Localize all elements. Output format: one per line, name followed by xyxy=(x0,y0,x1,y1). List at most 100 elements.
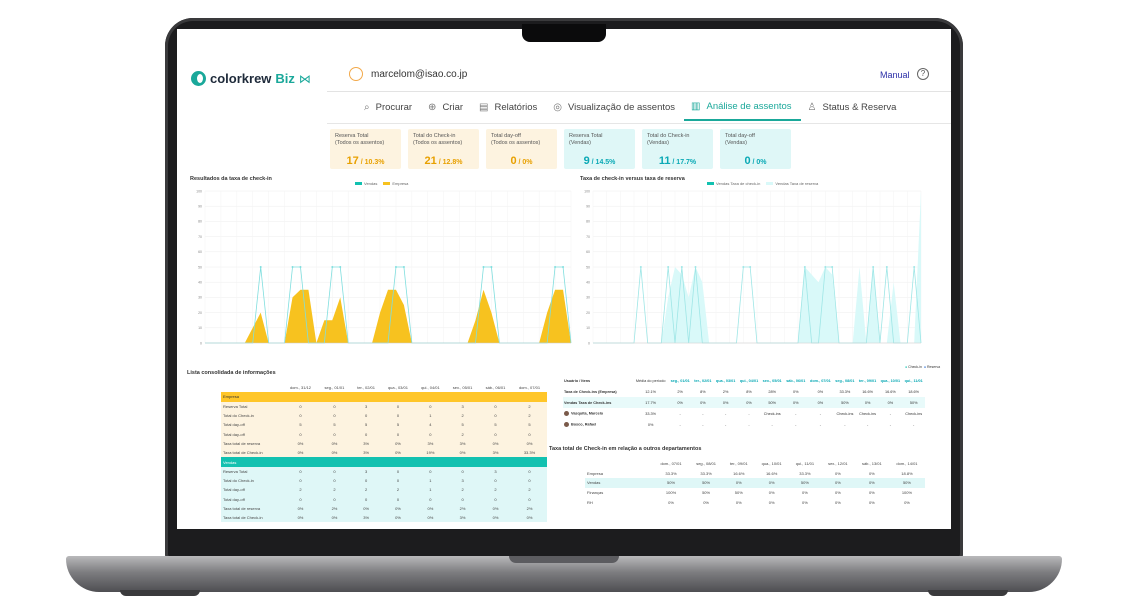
table-cell: 18.6% xyxy=(908,389,920,394)
row-label: Vendas Taxa de Check-ins xyxy=(563,397,633,408)
document-icon: ▤ xyxy=(479,102,489,113)
data-point[interactable] xyxy=(331,266,334,268)
tab-0[interactable]: ⌕ Procurar xyxy=(357,99,421,121)
table-cell: - xyxy=(819,411,821,416)
chart2-title: Taxa de check-in versus taxa de reserva xyxy=(580,176,685,182)
data-point[interactable] xyxy=(299,266,302,268)
table-cell: 50% xyxy=(888,478,925,488)
legend-item: Vendas xyxy=(355,181,377,186)
table-row[interactable]: Finanças 100% 50% 50% 0% 0% 0% 0% 100% xyxy=(585,488,925,498)
data-point[interactable] xyxy=(885,266,888,268)
column-header: Usuário / Itens xyxy=(564,378,591,383)
column-header: qui., 11/01 xyxy=(795,461,815,467)
group-row: Empresa xyxy=(221,392,547,402)
data-point[interactable] xyxy=(694,266,697,268)
table-cell: 0 xyxy=(350,494,382,504)
data-point[interactable] xyxy=(490,266,493,268)
data-point[interactable] xyxy=(749,266,752,268)
tab-1[interactable]: ⊕ Criar xyxy=(421,99,472,121)
user-email: marcelom@isao.co.jp xyxy=(371,68,468,80)
y-tick-label: 100 xyxy=(584,189,590,193)
data-point[interactable] xyxy=(291,266,294,268)
manual-link[interactable]: Manual xyxy=(880,70,910,80)
table-cell: 8% xyxy=(700,389,706,394)
series-area xyxy=(593,191,921,343)
table-cell: 8% xyxy=(746,389,752,394)
table-cell: 0 xyxy=(381,466,415,476)
tab-label: Visualização de assentos xyxy=(568,102,676,113)
card-label: Total do Check-in (Vendas) xyxy=(647,133,690,146)
y-tick-label: 0 xyxy=(200,341,202,345)
table-row[interactable]: Empresa 33.3% 33.3% 16.6% 16.6% 33.3% 0% 0% 18.8… xyxy=(585,469,925,479)
tab-5[interactable]: ♙ Status & Reserva xyxy=(801,99,906,121)
brand-logo[interactable]: colorkrew Biz ⋈ xyxy=(191,71,311,86)
plus-circle-icon: ⊕ xyxy=(428,102,437,113)
data-point[interactable] xyxy=(394,266,397,268)
table-row[interactable]: Bosco, Rafael 0% - - - - - - - - - - - xyxy=(563,419,925,430)
tab-2[interactable]: ▤ Relatórios xyxy=(472,99,546,121)
data-point[interactable] xyxy=(639,266,642,268)
table-cell: 0% xyxy=(381,513,415,523)
table-cell: 2 xyxy=(350,485,382,495)
data-point[interactable] xyxy=(742,266,745,268)
data-point[interactable] xyxy=(680,266,683,268)
table-cell: - xyxy=(725,411,727,416)
column-header: qua., 03/01 xyxy=(715,378,736,383)
row-label: Reserva Total xyxy=(221,466,283,476)
data-point[interactable] xyxy=(667,266,670,268)
table-cell: 3 xyxy=(350,401,382,411)
help-icon[interactable]: ? xyxy=(917,68,929,80)
table-row[interactable]: RH 0% 0% 0% 0% 0% 0% 0% 0% xyxy=(585,497,925,507)
column-header: ter., 09/01 xyxy=(729,461,748,467)
tab-3[interactable]: ◎ Visualização de assentos xyxy=(546,99,684,121)
consolidated-table: dom., 31/12 seg., 01/01 ter., 02/01 qua., 0… xyxy=(221,383,547,523)
table-cell: 28% xyxy=(768,389,776,394)
table-row[interactable]: Vendas 50% 50% 0% 0% 50% 0% 0% 50% xyxy=(585,478,925,488)
table-cell: 0% xyxy=(512,513,547,523)
data-point[interactable] xyxy=(562,266,565,268)
table-cell: 2 xyxy=(283,485,318,495)
data-point[interactable] xyxy=(339,266,342,268)
column-header: sáb., 06/01 xyxy=(786,378,806,383)
table-cell: 3% xyxy=(350,438,382,449)
data-point[interactable] xyxy=(913,266,916,268)
table-cell: Check-ins xyxy=(905,411,923,416)
data-point[interactable] xyxy=(259,266,262,268)
row-label: Taxa de Check-ins (Empresa) xyxy=(564,389,617,394)
table-cell: 1 xyxy=(414,485,447,495)
column-header: dom., 07/01 xyxy=(518,385,541,391)
table-cell: 0% xyxy=(834,490,841,496)
data-point[interactable] xyxy=(482,266,485,268)
table-cell: 0% xyxy=(478,513,513,523)
y-tick-label: 100 xyxy=(196,189,202,193)
table-cell: 0 xyxy=(283,494,318,504)
row-label: Vasquita, Marcelo xyxy=(563,408,633,419)
table-row: Taxa total de reserva 0% 2% 0% 0% 0% 2% 0% 2% xyxy=(221,503,547,514)
tab-4[interactable]: ▥ Análise de assentos xyxy=(684,99,801,121)
data-point[interactable] xyxy=(824,266,827,268)
row-label: Total day-off xyxy=(221,429,283,439)
table-cell: 0% xyxy=(793,389,799,394)
table-cell: Check-ins xyxy=(859,411,877,416)
table-row[interactable]: Vasquita, Marcelo 33.3% - - - - Check-ins - - Che… xyxy=(563,408,925,419)
tab-label: Criar xyxy=(442,102,464,113)
data-point[interactable] xyxy=(872,266,875,268)
data-point[interactable] xyxy=(402,266,405,268)
data-point[interactable] xyxy=(831,266,834,268)
laptop-lip xyxy=(509,556,619,563)
table-cell: 0 xyxy=(478,410,513,421)
summary-card: Total day-off (Todos os assentos) 0 / 0% xyxy=(486,129,557,169)
table-cell: 0 xyxy=(478,429,513,439)
data-point[interactable] xyxy=(803,266,806,268)
table-row[interactable]: Taxa de Check-ins (Empresa) 12.1% 2% 8% 2% 8%… xyxy=(563,386,925,397)
table-cell: - xyxy=(702,422,704,427)
table-row: Reserva Total 0 0 3 0 0 3 0 2 xyxy=(221,401,547,411)
table-row[interactable]: Vendas Taxa de Check-ins 17.7% 0% 0% 0% 0% 50%… xyxy=(563,397,925,408)
user-menu[interactable]: marcelom@isao.co.jp xyxy=(349,67,467,81)
row-label: Reserva Total xyxy=(221,401,283,411)
y-tick-label: 30 xyxy=(198,296,202,300)
table-cell: 0 xyxy=(512,475,547,486)
data-point[interactable] xyxy=(554,266,557,268)
table-cell: 0 xyxy=(478,475,513,486)
series-area xyxy=(205,289,571,343)
